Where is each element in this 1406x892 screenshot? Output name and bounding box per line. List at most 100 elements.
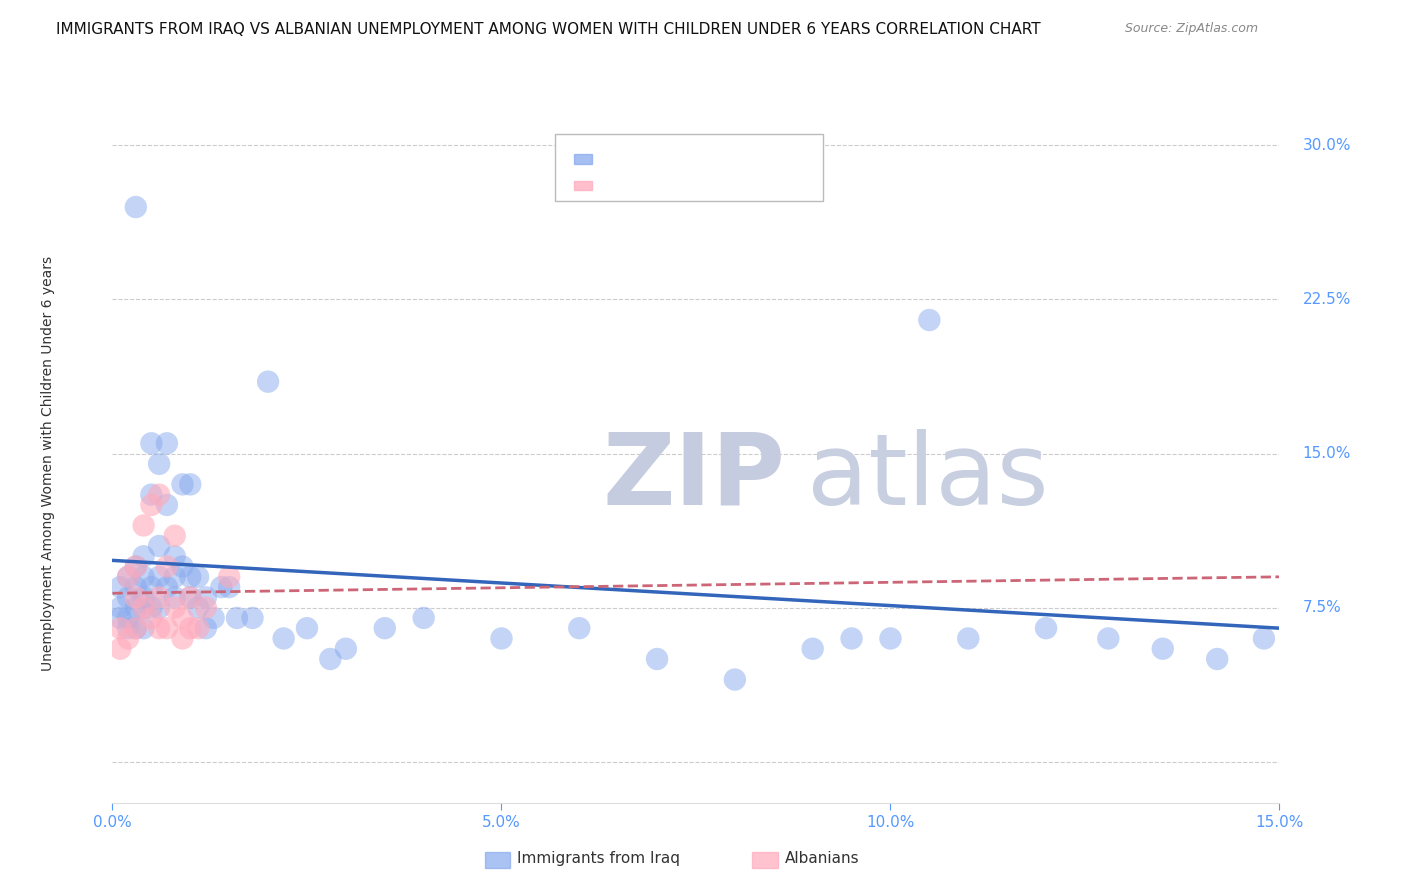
Point	[141, 488, 163, 502]
Point	[879, 632, 901, 646]
Point	[918, 313, 941, 327]
Point	[957, 632, 980, 646]
Point	[110, 580, 132, 594]
Point	[148, 600, 170, 615]
Point	[156, 580, 179, 594]
Point	[117, 632, 139, 646]
Text: Albanians: Albanians	[785, 852, 859, 866]
Point	[374, 621, 396, 635]
Text: 7.5%: 7.5%	[1303, 600, 1341, 615]
Point	[172, 611, 194, 625]
Point	[156, 559, 179, 574]
Point	[295, 621, 318, 635]
Point	[163, 549, 186, 564]
Point	[156, 498, 179, 512]
Point	[209, 580, 232, 594]
Point	[125, 600, 148, 615]
Text: Immigrants from Iraq: Immigrants from Iraq	[517, 852, 681, 866]
Point	[841, 632, 863, 646]
Point	[132, 570, 155, 584]
Point	[148, 457, 170, 471]
Point	[148, 488, 170, 502]
Point	[1206, 652, 1229, 666]
Point	[125, 559, 148, 574]
Point	[202, 611, 225, 625]
Point	[125, 580, 148, 594]
Point	[125, 559, 148, 574]
Point	[117, 570, 139, 584]
Point	[148, 539, 170, 553]
Point	[110, 621, 132, 635]
Point	[156, 621, 179, 635]
Text: atlas: atlas	[807, 429, 1049, 526]
Point	[117, 570, 139, 584]
Point	[163, 570, 186, 584]
Point	[141, 580, 163, 594]
Text: IMMIGRANTS FROM IRAQ VS ALBANIAN UNEMPLOYMENT AMONG WOMEN WITH CHILDREN UNDER 6 : IMMIGRANTS FROM IRAQ VS ALBANIAN UNEMPLO…	[56, 22, 1040, 37]
Point	[125, 621, 148, 635]
Point	[179, 591, 201, 605]
Point	[117, 591, 139, 605]
Text: 30.0%: 30.0%	[1303, 138, 1351, 153]
Point	[163, 600, 186, 615]
Point	[163, 591, 186, 605]
Point	[179, 477, 201, 491]
Point	[1253, 632, 1275, 646]
Point	[645, 652, 668, 666]
Point	[187, 600, 209, 615]
Point	[319, 652, 342, 666]
Text: Source: ZipAtlas.com: Source: ZipAtlas.com	[1125, 22, 1258, 36]
Point	[1152, 641, 1174, 656]
Point	[148, 591, 170, 605]
Point	[218, 580, 240, 594]
Point	[242, 611, 264, 625]
Point	[156, 436, 179, 450]
Point	[163, 529, 186, 543]
Point	[148, 621, 170, 635]
Point	[724, 673, 747, 687]
Text: R = -0.141    N = 66: R = -0.141 N = 66	[600, 153, 755, 168]
Point	[141, 600, 163, 615]
Point	[125, 591, 148, 605]
Point	[141, 436, 163, 450]
Text: R = 0.035    N = 25: R = 0.035 N = 25	[600, 176, 749, 191]
Point	[172, 559, 194, 574]
Point	[218, 570, 240, 584]
Point	[226, 611, 249, 625]
Point	[148, 570, 170, 584]
Point	[1097, 632, 1119, 646]
Point	[132, 591, 155, 605]
Point	[179, 570, 201, 584]
Point	[110, 600, 132, 615]
Text: 15.0%: 15.0%	[1303, 446, 1351, 461]
Point	[491, 632, 513, 646]
Point	[125, 200, 148, 214]
Point	[172, 632, 194, 646]
Point	[179, 591, 201, 605]
Point	[257, 375, 280, 389]
Point	[412, 611, 434, 625]
Point	[194, 600, 217, 615]
Point	[132, 518, 155, 533]
Point	[125, 621, 148, 635]
Point	[132, 549, 155, 564]
Text: 22.5%: 22.5%	[1303, 292, 1351, 307]
Point	[110, 611, 132, 625]
Point	[141, 611, 163, 625]
Point	[335, 641, 357, 656]
Point	[179, 621, 201, 635]
Point	[132, 600, 155, 615]
Point	[194, 621, 217, 635]
Point	[172, 477, 194, 491]
Point	[187, 621, 209, 635]
Point	[568, 621, 591, 635]
Point	[194, 591, 217, 605]
Text: Unemployment Among Women with Children Under 6 years: Unemployment Among Women with Children U…	[41, 256, 55, 672]
Point	[117, 611, 139, 625]
Point	[273, 632, 295, 646]
Point	[132, 600, 155, 615]
Point	[132, 621, 155, 635]
Point	[141, 498, 163, 512]
Point	[1035, 621, 1057, 635]
Point	[117, 621, 139, 635]
